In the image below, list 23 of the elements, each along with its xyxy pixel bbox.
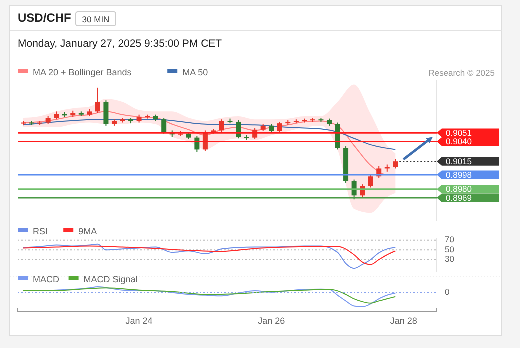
legend-label: MACD bbox=[33, 274, 60, 284]
legend-label: 9MA bbox=[78, 226, 98, 236]
legend-label: RSI bbox=[33, 226, 48, 236]
chart-title: USD/CHF bbox=[18, 11, 72, 25]
x-tick-label: Jan 28 bbox=[390, 316, 418, 326]
y-tick-label: 30 bbox=[445, 254, 455, 264]
text: Research © 2025 bbox=[428, 68, 496, 78]
x-tick-label: Jan 26 bbox=[258, 316, 286, 326]
ref-line-label: 0.8969 bbox=[446, 192, 472, 203]
ref-line-label: 0.8980 bbox=[446, 184, 472, 194]
legend-label: MACD Signal bbox=[84, 274, 138, 284]
ref-line-label: 0.9051 bbox=[446, 128, 472, 138]
y-tick-label: 70 bbox=[445, 234, 455, 245]
ref-line-label: 0.9040 bbox=[446, 136, 472, 147]
ref-line-label: 0 bbox=[445, 286, 450, 297]
legend-label: MA 50 bbox=[182, 67, 208, 78]
x-tick-label: Jan 24 bbox=[126, 316, 153, 326]
legend-label: MA 20 + Bollinger Bands bbox=[33, 67, 132, 78]
chart-subtitle: Monday, January 27, 2025 9:35:00 PM CET bbox=[18, 38, 223, 50]
y-tick-label: 50 bbox=[445, 244, 455, 254]
ref-line-label: 0.9015 bbox=[446, 156, 472, 166]
text: 30 MIN bbox=[82, 14, 110, 24]
ref-line-label: 0.8998 bbox=[446, 170, 472, 180]
